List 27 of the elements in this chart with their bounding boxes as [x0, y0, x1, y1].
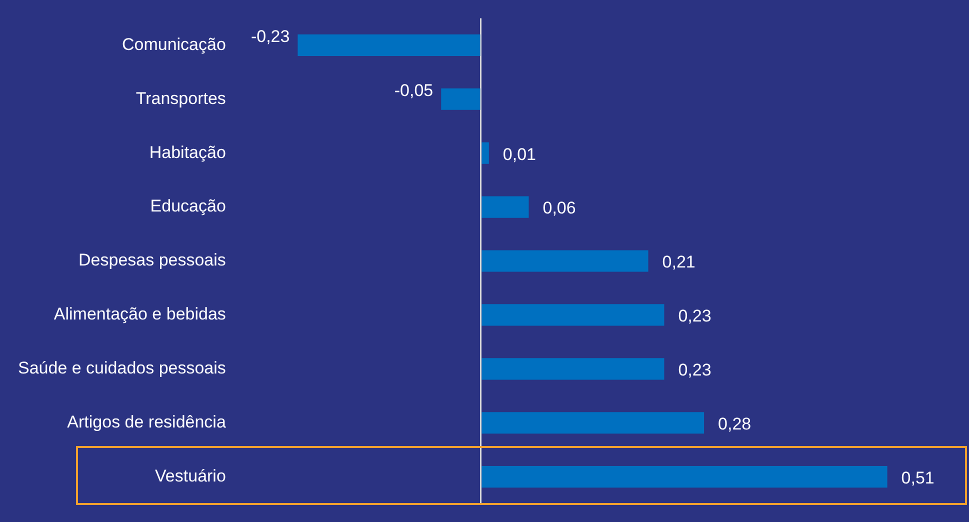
data-label: -0,05	[394, 80, 434, 100]
bar	[482, 304, 664, 326]
data-label: -0,23	[250, 26, 290, 46]
y-tick-label: Educação	[150, 196, 226, 216]
y-tick-label: Habitação	[149, 142, 226, 162]
y-tick-label: Comunicação	[122, 34, 226, 54]
y-tick-label: Transportes	[136, 88, 226, 108]
bar	[482, 142, 489, 164]
bar	[298, 34, 480, 56]
y-tick-label: Vestuário	[155, 466, 226, 486]
data-label: 0,06	[542, 198, 576, 218]
y-tick-label: Despesas pessoais	[78, 250, 226, 270]
bar	[482, 412, 704, 434]
data-label: 0,23	[678, 360, 712, 380]
bar	[441, 88, 480, 110]
bar	[482, 250, 648, 272]
y-tick-label: Artigos de residência	[67, 412, 226, 432]
bar	[482, 466, 888, 488]
data-label: 0,01	[502, 144, 536, 164]
data-label: 0,21	[662, 252, 696, 272]
bar	[482, 358, 664, 380]
y-tick-label: Saúde e cuidados pessoais	[18, 358, 226, 378]
y-tick-label: Alimentação e bebidas	[54, 304, 226, 324]
data-label: 0,51	[901, 468, 934, 488]
bar	[482, 196, 529, 218]
data-label: 0,23	[678, 306, 712, 326]
data-label: 0,28	[718, 414, 752, 434]
